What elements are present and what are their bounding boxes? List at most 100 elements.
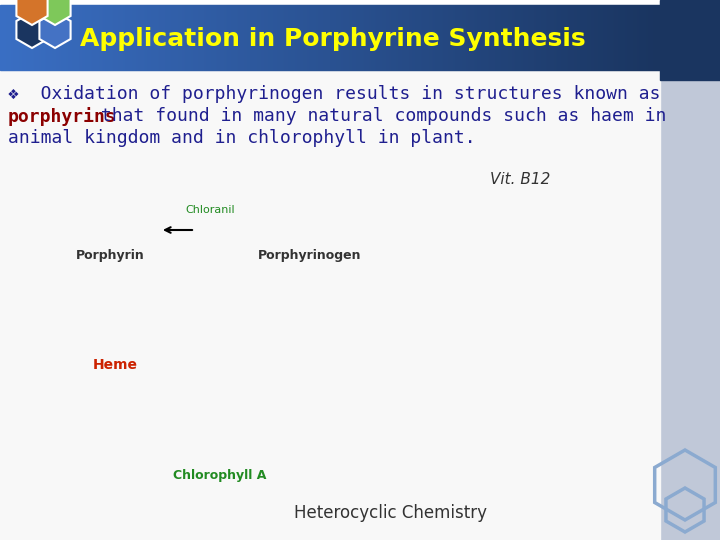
Bar <box>527 5 528 70</box>
Bar <box>208 5 209 70</box>
Bar <box>270 5 271 70</box>
Bar <box>48 5 49 70</box>
Bar <box>653 5 654 70</box>
Bar <box>250 5 251 70</box>
Bar <box>202 5 203 70</box>
Bar <box>195 5 196 70</box>
Bar <box>631 5 632 70</box>
Bar <box>228 5 229 70</box>
Bar <box>233 5 234 70</box>
Bar <box>640 5 641 70</box>
Bar <box>136 5 137 70</box>
Bar <box>330 5 331 70</box>
Bar <box>561 5 562 70</box>
Text: Application in Porphyrine Synthesis: Application in Porphyrine Synthesis <box>80 27 585 51</box>
Bar <box>123 5 124 70</box>
Bar <box>411 5 412 70</box>
Bar <box>641 5 642 70</box>
Bar <box>453 5 454 70</box>
Bar <box>392 5 393 70</box>
Bar <box>478 5 479 70</box>
Bar <box>501 5 502 70</box>
Bar <box>168 5 169 70</box>
Bar <box>361 5 362 70</box>
Bar <box>313 5 314 70</box>
Text: Heme: Heme <box>92 358 138 372</box>
Bar <box>592 5 593 70</box>
Bar <box>409 5 410 70</box>
Bar <box>430 5 431 70</box>
Bar <box>12 5 13 70</box>
Bar <box>518 5 519 70</box>
Bar <box>644 5 645 70</box>
Bar <box>606 5 607 70</box>
Bar <box>254 5 255 70</box>
Bar <box>570 5 571 70</box>
Bar <box>369 5 370 70</box>
Bar <box>347 5 348 70</box>
Bar <box>125 5 126 70</box>
Bar <box>384 5 385 70</box>
Bar <box>546 5 547 70</box>
Bar <box>524 5 525 70</box>
Bar <box>535 5 536 70</box>
Bar <box>457 5 458 70</box>
Bar <box>507 5 508 70</box>
Bar <box>13 5 14 70</box>
Bar <box>32 5 33 70</box>
Bar <box>659 5 660 70</box>
Bar <box>429 5 430 70</box>
Bar <box>137 5 138 70</box>
Bar <box>565 5 566 70</box>
Bar <box>370 5 371 70</box>
Bar <box>488 5 489 70</box>
Bar <box>529 5 530 70</box>
Bar <box>128 5 129 70</box>
Bar <box>226 5 227 70</box>
Bar <box>637 5 638 70</box>
Bar <box>302 5 303 70</box>
Bar <box>379 5 380 70</box>
Bar <box>87 5 88 70</box>
Bar <box>422 5 423 70</box>
Bar <box>628 5 629 70</box>
Bar <box>500 5 501 70</box>
Bar <box>464 5 465 70</box>
Bar <box>106 5 107 70</box>
Bar <box>219 5 220 70</box>
Bar <box>579 5 580 70</box>
Bar <box>614 5 615 70</box>
Bar <box>282 5 283 70</box>
Bar <box>613 5 614 70</box>
Bar <box>189 5 190 70</box>
Bar <box>496 5 497 70</box>
Bar <box>304 5 305 70</box>
Bar <box>574 5 575 70</box>
Bar <box>603 5 604 70</box>
Bar <box>289 5 290 70</box>
Bar <box>506 5 507 70</box>
Bar <box>20 5 21 70</box>
Bar <box>509 5 510 70</box>
Bar <box>590 5 591 70</box>
Bar <box>439 5 440 70</box>
Bar <box>38 5 39 70</box>
Bar <box>530 5 531 70</box>
Bar <box>112 5 113 70</box>
Bar <box>84 5 85 70</box>
Bar <box>396 5 397 70</box>
Bar <box>25 5 26 70</box>
Bar <box>485 5 486 70</box>
Bar <box>452 5 453 70</box>
Bar <box>218 5 219 70</box>
Bar <box>508 5 509 70</box>
Bar <box>15 5 16 70</box>
Bar <box>292 5 293 70</box>
Bar <box>42 5 43 70</box>
Bar <box>545 5 546 70</box>
Bar <box>348 5 349 70</box>
Bar <box>73 5 74 70</box>
Bar <box>423 5 424 70</box>
Bar <box>477 5 478 70</box>
Bar <box>60 5 61 70</box>
